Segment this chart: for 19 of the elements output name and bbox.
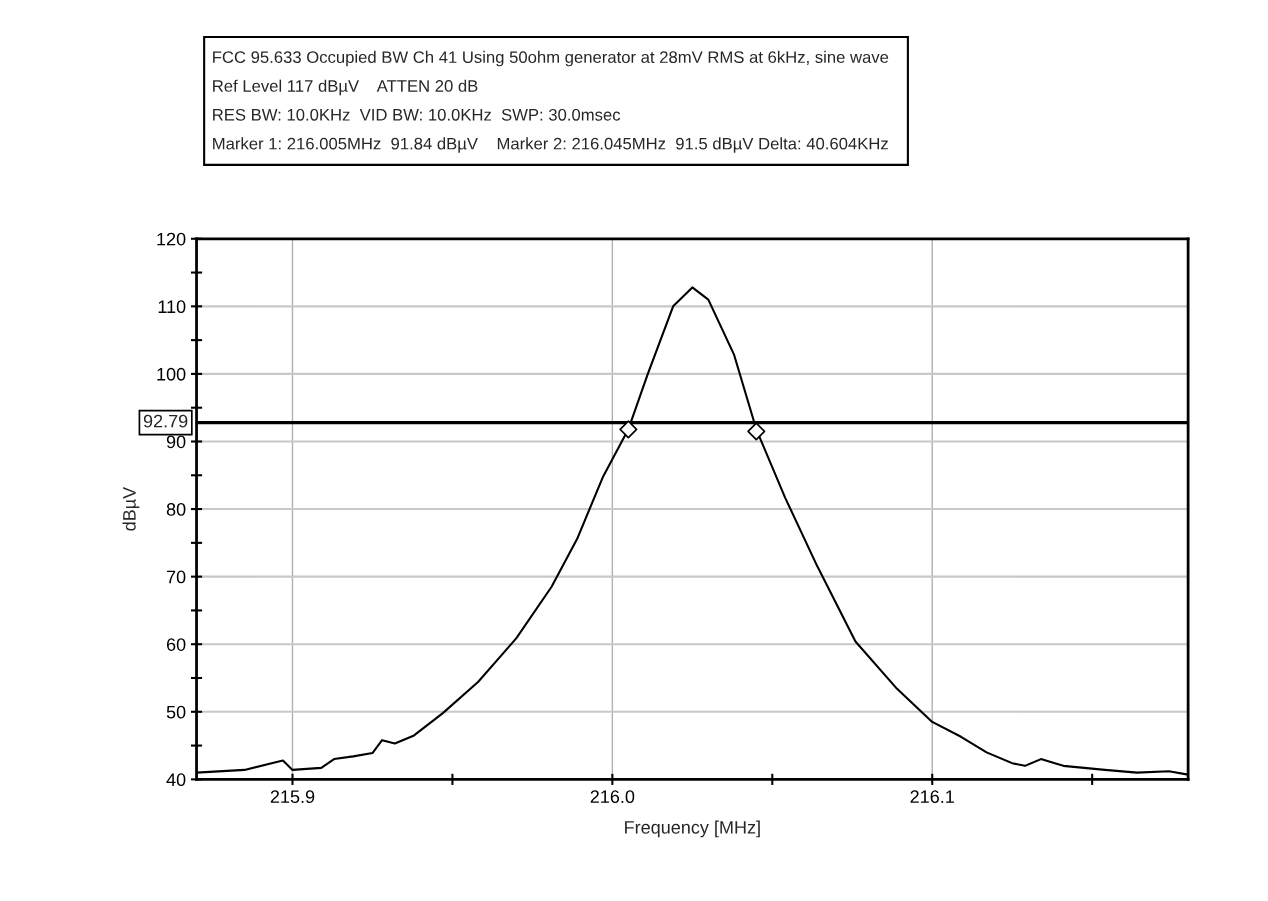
x-tick-label: 216.1 [910, 790, 954, 804]
y-tick-label: 100 [157, 367, 186, 381]
text: RES BW: 10.0KHz VID BW: 10.0KHz SWP: 30.0msec [213, 108, 621, 121]
y-tick-label: 110 [158, 300, 186, 314]
y-tick-label: 60 [166, 638, 186, 651]
chart-title: FCC 95.633 Occupied BW Ch 41 Using 50ohm generator at 28mV RMS at 6kHz, sine wave [213, 50, 889, 67]
x-tick-label: 215.9 [270, 790, 315, 804]
y-tick-label: 90 [166, 435, 186, 449]
y-tick-label: 70 [166, 570, 186, 584]
y-tick-label: 40 [166, 773, 186, 787]
y-tick-label: 80 [166, 503, 186, 516]
x-axis-title: Frequency [MHz] [625, 820, 760, 838]
x-tick-label: 216.0 [590, 790, 635, 804]
y-axis-title: dBµV [122, 486, 140, 531]
y-tick-label: 50 [166, 705, 186, 719]
text: Marker 1: 216.005MHz 91.84 dBµV Marker 2: 216.045MHz 91.5 dBµV Delta: 40.604KHz [213, 137, 888, 153]
ref-line-label: 92.79 [143, 414, 188, 428]
text: Ref Level 117 dBµV ATTEN 20 dB [213, 79, 478, 96]
y-tick-label: 120 [157, 232, 186, 246]
